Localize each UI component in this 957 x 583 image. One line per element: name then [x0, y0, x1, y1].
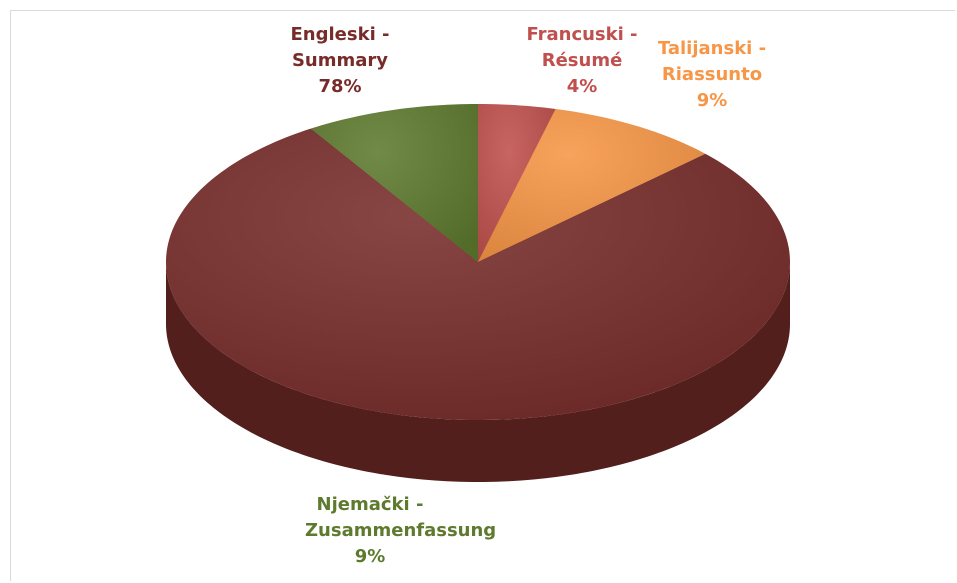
- value-label: 9%: [354, 546, 386, 567]
- data-label: Engleski - Summary 78%: [250, 22, 430, 100]
- value-label: 4%: [566, 76, 598, 97]
- category-label: Talijanski - Riassunto: [657, 38, 767, 85]
- category-label: Engleski - Summary: [290, 24, 390, 71]
- slice-shade: [478, 104, 556, 262]
- data-label: Njemački - Zusammenfassung 9%: [305, 492, 497, 570]
- value-label: 9%: [696, 90, 728, 111]
- slice-shade: [310, 104, 478, 262]
- category-label: Njemački - Zusammenfassung: [305, 494, 497, 541]
- chart-frame: [10, 10, 955, 581]
- category-label: Francuski - Résumé: [526, 24, 638, 71]
- slice-side: [166, 262, 790, 482]
- slice-shade: [478, 108, 706, 262]
- data-label: Francuski - Résumé 4%: [522, 22, 642, 100]
- data-label: Talijanski - Riassunto 9%: [637, 36, 787, 114]
- slice-shade: [166, 128, 790, 420]
- value-label: 78%: [318, 76, 362, 97]
